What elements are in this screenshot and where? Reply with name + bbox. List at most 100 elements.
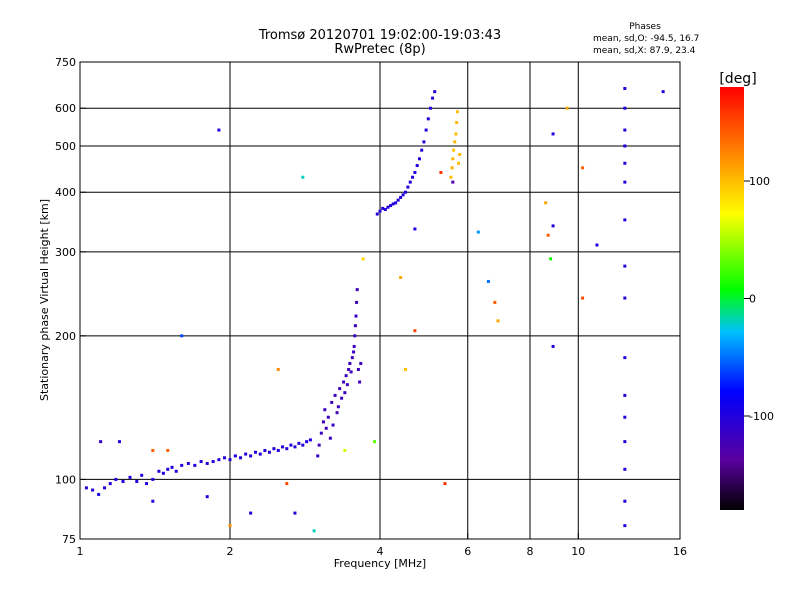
data-point	[348, 361, 352, 365]
data-point	[431, 96, 435, 100]
data-point	[623, 264, 627, 268]
data-point	[342, 380, 346, 384]
data-point	[174, 469, 178, 473]
data-point	[199, 460, 203, 464]
data-point	[433, 90, 437, 94]
data-point	[623, 499, 627, 503]
data-point	[415, 164, 419, 168]
data-point	[353, 334, 357, 338]
data-point	[403, 190, 407, 194]
data-point	[426, 117, 430, 121]
data-point	[301, 175, 305, 179]
data-point	[217, 458, 221, 462]
data-point	[128, 475, 132, 479]
data-point	[449, 175, 453, 179]
data-point	[121, 479, 125, 483]
data-point	[544, 201, 548, 205]
colorbar-tick-label: 100	[749, 175, 770, 188]
chart-title: Tromsø 20120701 19:02:00-19:03:43	[258, 28, 501, 43]
data-point	[180, 463, 184, 467]
data-point	[373, 440, 377, 444]
y-tick-label: 100	[55, 473, 76, 486]
data-point	[455, 121, 459, 125]
data-point	[551, 224, 555, 228]
data-point	[408, 180, 412, 184]
data-point	[453, 140, 457, 144]
data-point	[301, 443, 305, 447]
data-point	[140, 473, 144, 477]
data-point	[443, 482, 447, 486]
data-point	[249, 454, 253, 458]
data-point	[565, 106, 569, 110]
data-point	[151, 448, 155, 452]
data-point	[228, 458, 232, 462]
colorbar	[720, 87, 744, 510]
data-point	[476, 230, 480, 234]
data-point	[623, 218, 627, 222]
data-point	[352, 350, 356, 354]
data-point	[451, 180, 455, 184]
data-point	[399, 276, 403, 280]
data-point	[336, 405, 340, 409]
data-point	[193, 463, 197, 467]
data-point	[486, 279, 490, 283]
data-point	[413, 227, 417, 231]
x-axis: 1 2 4 6 8 10 16	[77, 533, 687, 558]
data-point	[331, 423, 335, 427]
data-point	[352, 344, 356, 348]
data-point	[551, 344, 555, 348]
data-point	[239, 456, 243, 460]
data-point	[330, 400, 334, 404]
data-point	[623, 180, 627, 184]
data-point	[151, 499, 155, 503]
stats-line-x: mean, sd,X: 87.9, 23.4	[593, 46, 696, 56]
data-point	[439, 170, 443, 174]
stats-line-o: mean, sd,O: -94.5, 16.7	[593, 34, 699, 44]
data-point	[428, 106, 432, 110]
y-tick-label: 600	[55, 102, 76, 115]
data-point	[549, 257, 553, 261]
data-point	[623, 144, 627, 148]
data-point	[595, 243, 599, 247]
data-point	[623, 356, 627, 360]
data-point	[353, 324, 357, 328]
data-point	[358, 380, 362, 384]
data-point	[343, 448, 347, 452]
data-point	[623, 128, 627, 132]
data-point	[151, 477, 155, 481]
data-point	[228, 524, 232, 528]
x-tick-label: 10	[571, 545, 585, 558]
data-point	[396, 198, 400, 202]
data-point	[354, 314, 358, 318]
data-point	[97, 492, 101, 496]
data-point	[623, 524, 627, 528]
data-point	[424, 128, 428, 132]
data-point	[319, 431, 323, 435]
data-point	[281, 445, 285, 449]
data-point	[297, 441, 301, 445]
data-point	[276, 367, 280, 371]
data-point	[166, 467, 170, 471]
data-point	[99, 440, 103, 444]
data-point	[293, 445, 297, 449]
data-point	[496, 319, 500, 323]
y-axis-label: Stationary phase Virtual Height [km]	[38, 199, 51, 401]
data-point	[383, 207, 387, 211]
x-tick-label: 8	[527, 545, 534, 558]
data-point	[233, 454, 237, 458]
data-point	[359, 361, 363, 365]
data-point	[551, 132, 555, 136]
data-point	[623, 467, 627, 471]
y-tick-label: 500	[55, 140, 76, 153]
data-point	[355, 288, 359, 292]
data-point	[285, 447, 289, 451]
data-point	[378, 209, 382, 213]
data-point	[117, 440, 121, 444]
data-point	[305, 440, 309, 444]
data-point	[381, 206, 385, 210]
data-point	[661, 90, 665, 94]
data-point	[317, 443, 321, 447]
data-point	[323, 408, 327, 412]
data-point	[413, 170, 417, 174]
data-point	[205, 461, 209, 465]
